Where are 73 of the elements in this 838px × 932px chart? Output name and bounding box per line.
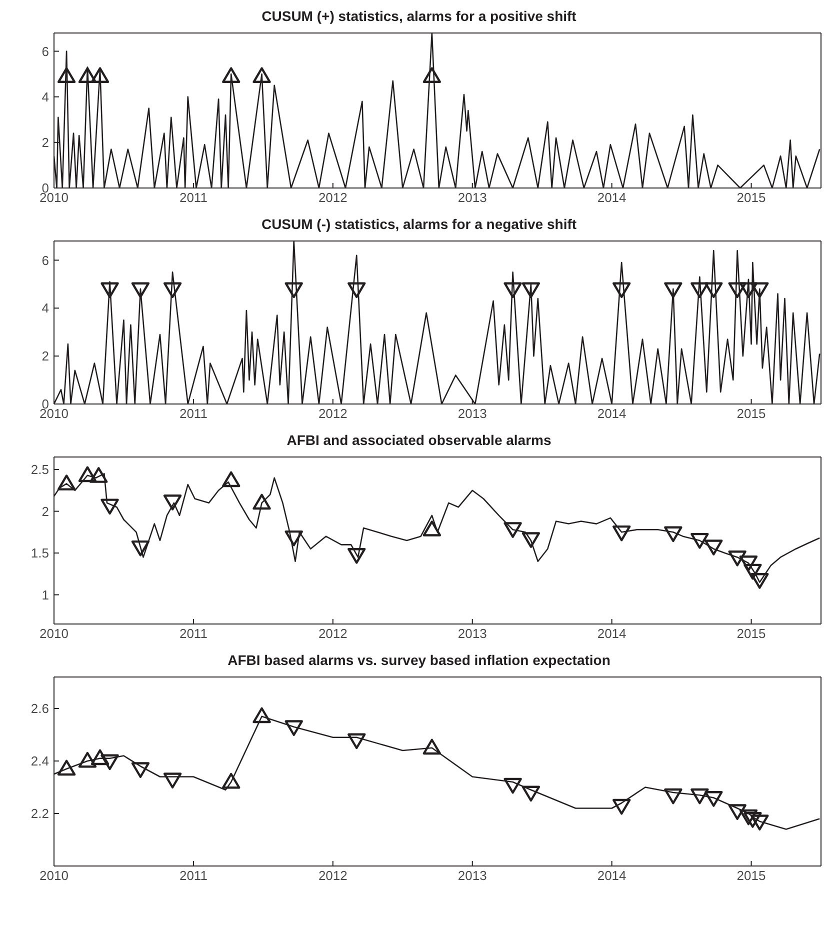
point	[100, 754, 119, 770]
x-tick-label: 2013	[458, 626, 487, 642]
x-tick-label: 2010	[40, 626, 68, 642]
point	[728, 804, 746, 820]
y-tick-label: 2.6	[30, 701, 49, 716]
point	[348, 733, 366, 750]
y-tick-label: 4	[42, 89, 49, 104]
y-tick-label: 4	[42, 300, 49, 316]
chart-title: CUSUM (+) statistics, alarms for a positive shift	[260, 8, 578, 26]
x-tick-label: 2012	[318, 190, 348, 206]
x-tick-label: 2015	[736, 626, 766, 642]
x-tick-label: 2012	[318, 868, 348, 884]
y-tick-label: 6	[42, 44, 49, 59]
x-tick-label: 2011	[179, 868, 208, 884]
point	[612, 798, 631, 815]
y-tick-label: 6	[42, 252, 49, 268]
y-tick-label: 1	[42, 587, 49, 602]
point	[90, 467, 108, 483]
point	[704, 791, 723, 807]
y-tick-label: 2.5	[30, 462, 49, 478]
point	[704, 540, 723, 556]
x-tick-label: 2012	[318, 406, 348, 422]
point	[612, 525, 631, 542]
x-tick-label: 2015	[736, 190, 766, 206]
y-tick-label: 2	[42, 135, 49, 150]
point	[744, 812, 762, 828]
x-tick-label: 2015	[736, 868, 766, 884]
x-tick-label: 2014	[597, 190, 626, 206]
point	[284, 530, 303, 546]
x-tick-label: 2010	[40, 868, 68, 884]
y-tick-label: 2	[42, 504, 49, 519]
point	[222, 471, 240, 488]
chart-title: AFBI based alarms vs. survey based inflation expectation	[226, 652, 612, 670]
point	[131, 762, 150, 778]
point	[690, 788, 709, 804]
point	[504, 778, 522, 794]
x-tick-label: 2014	[597, 406, 626, 422]
x-tick-label: 2013	[458, 406, 487, 422]
point	[728, 550, 746, 566]
point	[739, 556, 758, 572]
point	[522, 786, 540, 802]
point	[57, 474, 76, 490]
point	[163, 772, 182, 788]
point	[348, 548, 366, 564]
point	[522, 532, 540, 548]
point	[744, 564, 762, 580]
x-tick-label: 2011	[179, 190, 208, 206]
y-tick-label: 1.5	[30, 546, 49, 561]
y-tick-label: 2.2	[30, 806, 49, 822]
x-tick-label: 2011	[179, 406, 208, 422]
x-tick-label: 2015	[736, 406, 766, 422]
point	[664, 526, 682, 542]
chart-title: AFBI and associated observable alarms	[286, 432, 552, 450]
x-tick-label: 2012	[318, 626, 348, 642]
point	[664, 788, 682, 804]
point	[690, 532, 709, 549]
point	[750, 573, 769, 589]
point	[739, 809, 758, 826]
point	[131, 540, 150, 556]
point	[78, 466, 97, 482]
x-tick-label: 2014	[597, 868, 626, 884]
x-tick-label: 2013	[458, 190, 487, 206]
y-tick-label: 2	[42, 348, 49, 364]
x-tick-label: 2013	[458, 868, 487, 884]
point	[504, 522, 522, 538]
line-series	[54, 33, 820, 188]
x-tick-label: 2011	[179, 626, 208, 642]
chart-title: CUSUM (-) statistics, alarms for a negative shift	[260, 216, 578, 234]
x-tick-label: 2014	[597, 626, 626, 642]
y-tick-label: 2.4	[30, 754, 49, 769]
point	[750, 814, 769, 830]
point	[252, 494, 271, 510]
point	[284, 720, 303, 736]
